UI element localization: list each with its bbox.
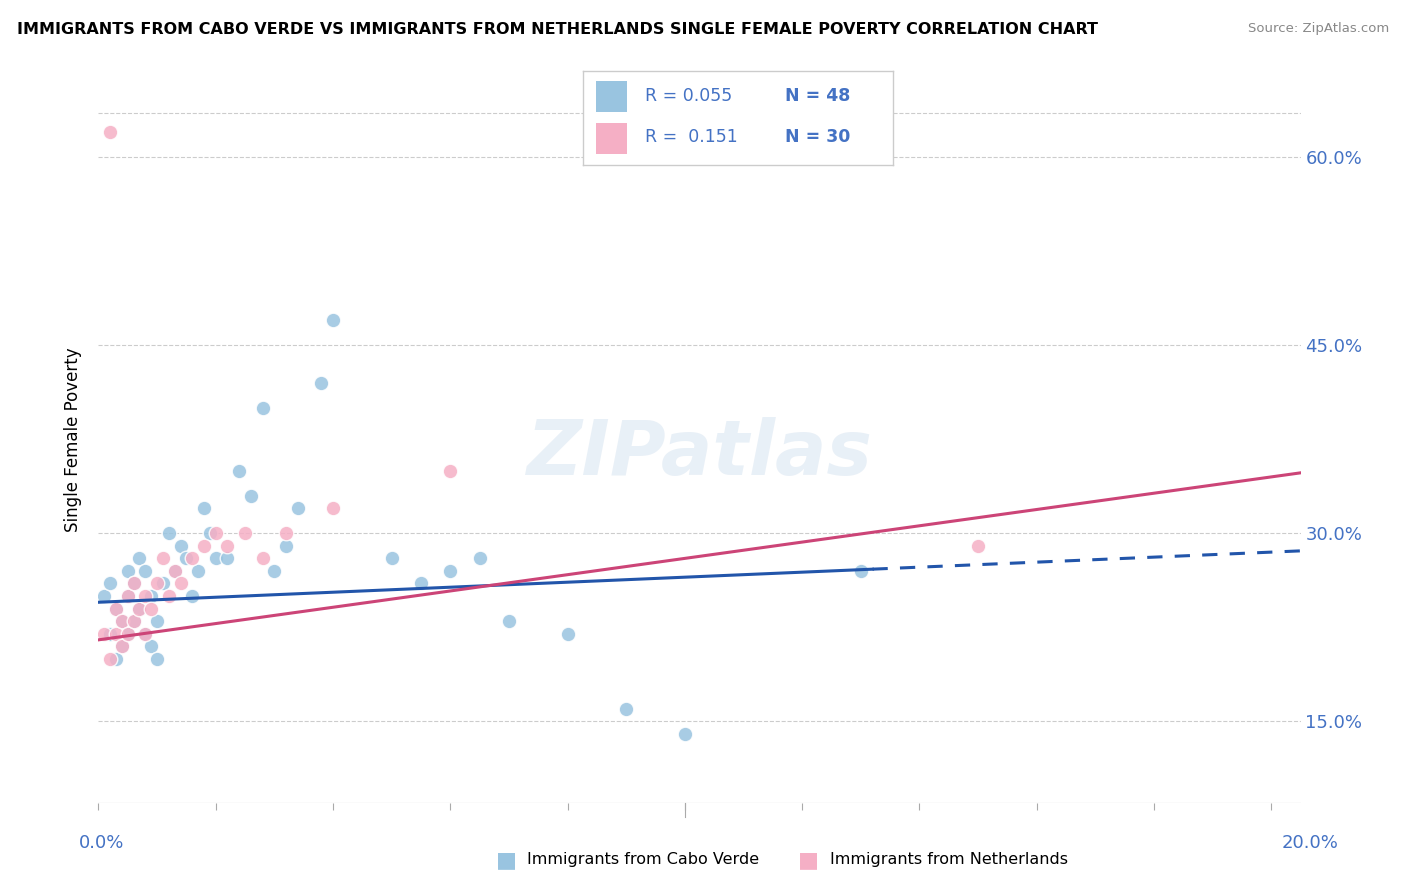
Y-axis label: Single Female Poverty: Single Female Poverty [65,347,83,532]
Point [93,589,115,603]
Point [176,551,198,566]
Point [128,601,150,615]
Point [111,614,134,628]
Point [163,564,186,578]
Point [187,564,209,578]
Point [134,626,156,640]
Point [98,125,121,139]
Point [169,576,191,591]
Point [169,539,191,553]
Text: ZIPatlas: ZIPatlas [526,417,873,491]
Point [122,576,145,591]
Point [128,551,150,566]
Point [287,501,309,516]
Point [111,614,134,628]
Point [141,589,163,603]
Point [157,526,180,541]
Text: Source: ZipAtlas.com: Source: ZipAtlas.com [1249,22,1389,36]
Point [309,376,332,390]
Text: ■: ■ [799,850,818,870]
Point [117,589,139,603]
Point [152,576,174,591]
Point [134,589,156,603]
Point [228,464,250,478]
Point [439,464,461,478]
Point [146,651,169,665]
Text: 20.0%: 20.0% [1282,834,1339,852]
Text: Immigrants from Cabo Verde: Immigrants from Cabo Verde [527,853,759,867]
Point [193,501,215,516]
Point [181,589,204,603]
Point [98,576,121,591]
FancyBboxPatch shape [596,123,627,153]
Point [122,614,145,628]
Point [141,601,163,615]
Point [117,626,139,640]
Point [849,564,872,578]
Point [146,614,169,628]
Point [134,626,156,640]
Point [409,576,432,591]
Point [163,564,186,578]
Point [274,526,297,541]
Point [117,564,139,578]
Text: N = 48: N = 48 [785,87,849,105]
Text: Immigrants from Netherlands: Immigrants from Netherlands [830,853,1067,867]
Point [111,639,134,653]
Text: R =  0.151: R = 0.151 [645,128,738,146]
Point [105,626,128,640]
Point [233,526,256,541]
Point [673,727,696,741]
Point [322,501,344,516]
Point [181,551,204,566]
Point [557,626,579,640]
Point [105,601,128,615]
Point [217,539,239,553]
FancyBboxPatch shape [596,81,627,112]
Point [93,626,115,640]
Point [146,576,169,591]
Point [204,526,226,541]
Point [117,589,139,603]
Point [498,614,520,628]
Point [322,313,344,327]
Point [122,576,145,591]
Point [468,551,491,566]
Point [967,539,990,553]
Point [263,564,285,578]
Point [439,564,461,578]
Point [204,551,226,566]
Text: R = 0.055: R = 0.055 [645,87,733,105]
Text: IMMIGRANTS FROM CABO VERDE VS IMMIGRANTS FROM NETHERLANDS SINGLE FEMALE POVERTY : IMMIGRANTS FROM CABO VERDE VS IMMIGRANTS… [17,22,1098,37]
Text: ■: ■ [496,850,516,870]
Point [117,626,139,640]
Point [152,551,174,566]
Point [274,539,297,553]
Point [134,564,156,578]
Point [128,601,150,615]
Point [198,526,221,541]
Point [105,651,128,665]
Point [614,702,637,716]
Point [217,551,239,566]
Point [105,601,128,615]
Text: N = 30: N = 30 [785,128,849,146]
Point [239,489,262,503]
Point [381,551,404,566]
Point [122,614,145,628]
Point [98,651,121,665]
Point [98,626,121,640]
Point [157,589,180,603]
Text: 0.0%: 0.0% [79,834,124,852]
Point [111,639,134,653]
Point [252,401,274,415]
Point [252,551,274,566]
Point [193,539,215,553]
Point [141,639,163,653]
